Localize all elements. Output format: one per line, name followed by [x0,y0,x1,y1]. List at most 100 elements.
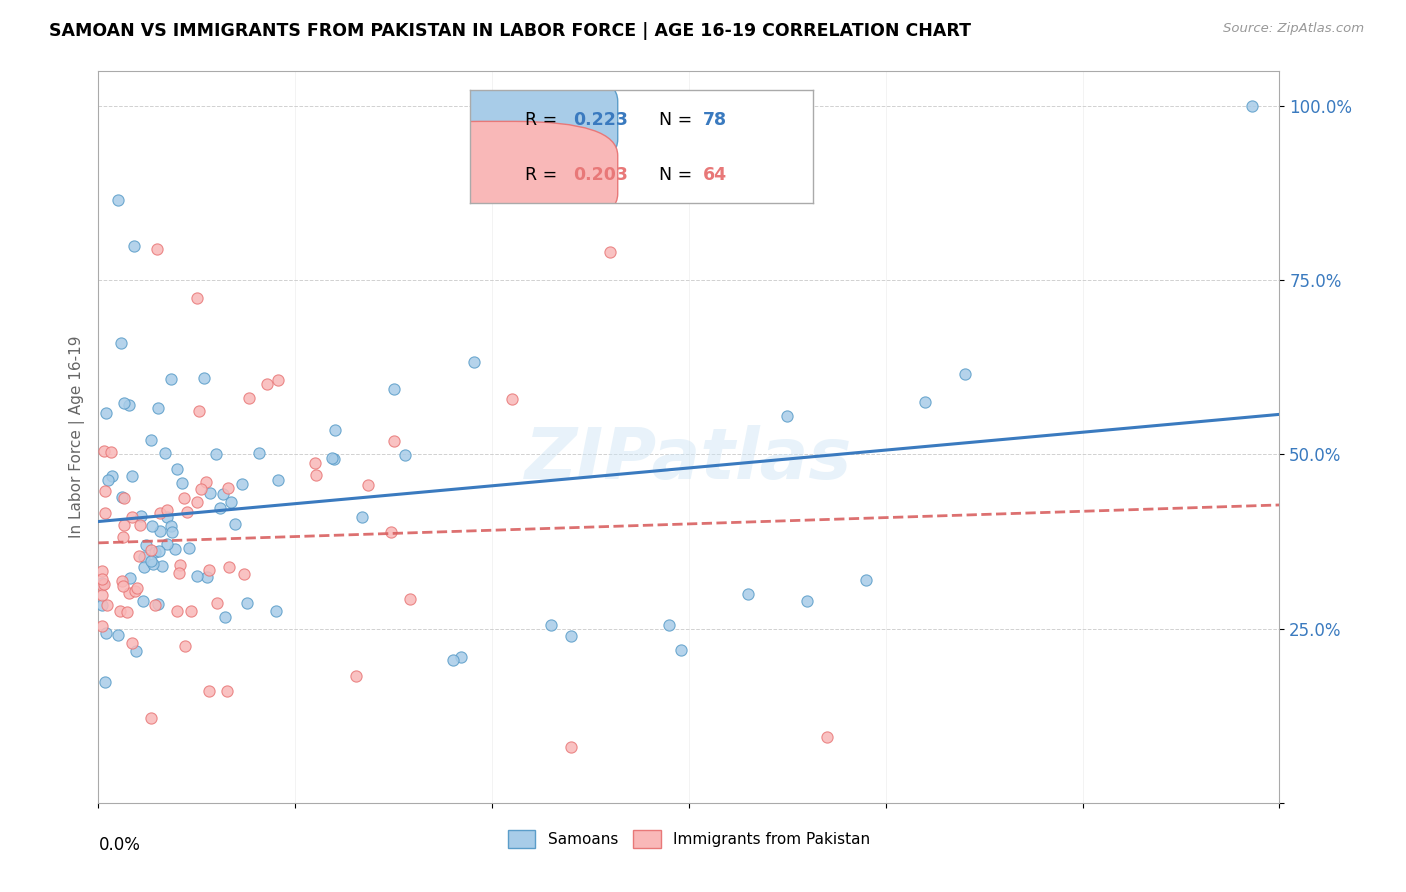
Point [247,446,270,460]
Point [737,587,759,601]
Point [221,495,243,509]
Point [172,476,194,491]
Point [112,396,135,410]
Point [112,491,135,505]
Text: SAMOAN VS IMMIGRANTS FROM PAKISTAN IN LABOR FORCE | AGE 16-19 CORRELATION CHART: SAMOAN VS IMMIGRANTS FROM PAKISTAN IN LA… [49,22,972,40]
Point [100,445,122,459]
Point [93,444,115,458]
Point [176,505,198,519]
Point [169,558,191,572]
Point [190,482,212,496]
Point [382,382,405,396]
Point [115,605,138,619]
Point [344,669,367,683]
Point [224,516,246,531]
Point [148,544,170,558]
Point [209,501,232,516]
Point [128,517,150,532]
Point [953,368,976,382]
Point [135,538,157,552]
Point [91,598,114,612]
Point [94,675,117,690]
Point [97,473,120,487]
Point [153,446,176,460]
Point [91,588,114,602]
Point [198,563,221,577]
Point [599,245,621,260]
Point [139,433,162,447]
Point [139,543,162,558]
Point [156,509,179,524]
Point [160,524,183,539]
Point [132,560,155,574]
Point [146,597,169,611]
Point [91,576,114,591]
Point [91,572,114,586]
Point [125,582,148,596]
Point [266,474,288,488]
Point [560,629,582,643]
Point [186,495,208,509]
Point [110,335,132,350]
Point [94,406,117,420]
Point [111,530,134,544]
Point [658,618,681,632]
Point [304,456,326,470]
Point [264,604,287,618]
Point [121,636,143,650]
Point [132,594,155,608]
Point [815,730,838,744]
Point [111,574,134,589]
Point [128,549,150,563]
Point [186,291,208,305]
Legend: Samoans, Immigrants from Pakistan: Samoans, Immigrants from Pakistan [502,824,876,854]
Point [232,567,254,582]
Point [96,598,118,612]
Point [111,579,134,593]
Point [200,485,222,500]
Point [212,486,235,500]
Text: ZIPatlas: ZIPatlas [526,425,852,493]
Point [238,392,260,406]
Point [187,404,209,418]
Point [380,524,402,539]
Point [399,591,422,606]
Point [96,626,118,640]
Point [204,447,226,461]
Point [124,583,146,598]
Point [107,628,129,642]
Point [111,490,134,504]
Point [450,649,472,664]
Point [323,451,346,466]
Point [256,376,278,391]
Point [1240,99,1263,113]
Point [150,558,173,573]
Point [143,545,166,559]
Point [796,594,818,608]
Point [129,509,152,524]
Point [91,619,114,633]
Point [669,642,692,657]
Point [166,604,188,618]
Point [207,596,229,610]
Point [121,468,143,483]
Point [323,423,346,437]
Point [118,586,141,600]
Point [195,570,218,584]
Point [160,519,183,533]
Point [236,596,259,610]
Point [214,610,236,624]
Point [231,476,253,491]
Point [149,524,172,539]
Point [591,186,613,201]
Point [167,566,190,581]
Point [394,448,416,462]
Point [122,238,145,252]
Point [156,537,179,551]
Point [146,401,169,415]
Point [118,398,141,412]
Point [94,506,117,520]
Point [149,507,172,521]
Point [146,242,169,256]
Point [382,434,405,448]
